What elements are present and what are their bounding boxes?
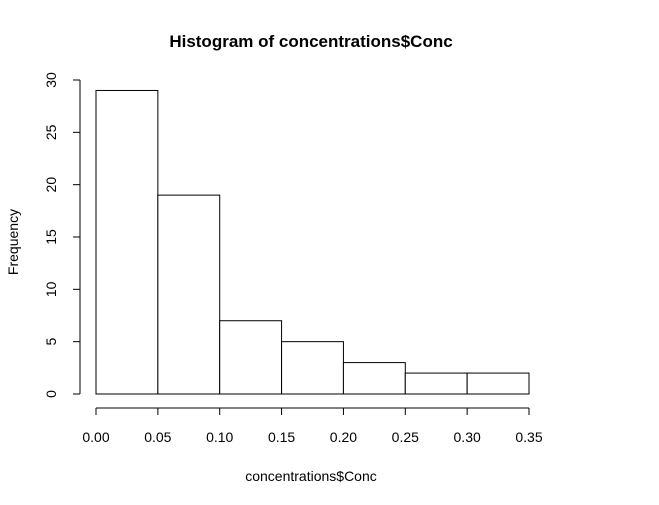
- y-tick-label: 25: [43, 124, 59, 140]
- y-tick-label: 20: [43, 177, 59, 193]
- y-tick-label: 10: [43, 281, 59, 297]
- x-tick-label: 0.25: [392, 429, 419, 445]
- bars-group: [95, 89, 530, 395]
- x-axis-label: concentrations$Conc: [245, 468, 377, 484]
- y-axis-label: Frequency: [5, 209, 21, 275]
- histogram-bar-1: [157, 194, 221, 395]
- histogram-bar-0: [95, 89, 159, 395]
- y-tick-label: 0: [43, 390, 59, 398]
- x-tick-label: 0.10: [206, 429, 233, 445]
- x-tick-label: 0.15: [268, 429, 295, 445]
- y-axis: 0 5 10 15 20 25 30: [43, 72, 81, 398]
- histogram-bar-5: [404, 372, 468, 395]
- y-tick-label: 30: [43, 72, 59, 88]
- y-tick-label: 15: [43, 229, 59, 245]
- histogram-bar-3: [281, 341, 344, 395]
- x-axis: 0.00 0.05 0.10 0.15 0.20 0.25 0.30 0.35: [82, 407, 543, 445]
- chart-title: Histogram of concentrations$Conc: [169, 32, 452, 51]
- histogram-bar-6: [466, 372, 530, 395]
- x-tick-label: 0.20: [330, 429, 357, 445]
- histogram-bar-2: [219, 320, 283, 395]
- x-tick-label: 0.00: [82, 429, 109, 445]
- x-tick-label: 0.30: [454, 429, 481, 445]
- histogram-bar-4: [342, 362, 406, 395]
- x-tick-label: 0.05: [144, 429, 171, 445]
- y-tick-label: 5: [43, 338, 59, 346]
- x-tick-label: 0.35: [515, 429, 542, 445]
